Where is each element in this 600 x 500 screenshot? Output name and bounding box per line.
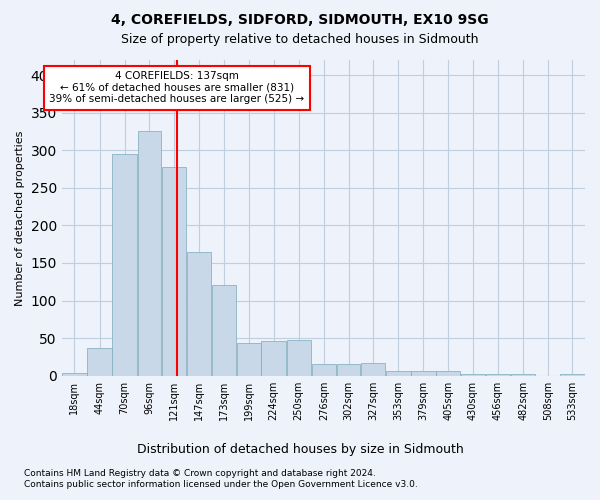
Text: Size of property relative to detached houses in Sidmouth: Size of property relative to detached ho… — [121, 32, 479, 46]
Bar — [486, 374, 510, 376]
Bar — [137, 132, 161, 376]
Y-axis label: Number of detached properties: Number of detached properties — [15, 130, 25, 306]
Bar — [162, 167, 186, 376]
Bar — [212, 285, 236, 376]
Bar — [287, 340, 311, 376]
Bar — [187, 252, 211, 376]
Bar — [436, 372, 460, 376]
Text: Distribution of detached houses by size in Sidmouth: Distribution of detached houses by size … — [137, 442, 463, 456]
Bar — [62, 373, 86, 376]
Bar — [237, 342, 260, 376]
Bar — [88, 348, 112, 376]
Text: Contains HM Land Registry data © Crown copyright and database right 2024.: Contains HM Land Registry data © Crown c… — [24, 468, 376, 477]
Bar — [112, 154, 137, 376]
Bar — [311, 364, 336, 376]
Text: 4, COREFIELDS, SIDFORD, SIDMOUTH, EX10 9SG: 4, COREFIELDS, SIDFORD, SIDMOUTH, EX10 9… — [111, 12, 489, 26]
Text: 4 COREFIELDS: 137sqm
← 61% of detached houses are smaller (831)
39% of semi-deta: 4 COREFIELDS: 137sqm ← 61% of detached h… — [49, 72, 304, 104]
Bar — [361, 363, 385, 376]
Bar — [412, 372, 436, 376]
Bar — [560, 374, 584, 376]
Bar — [386, 372, 410, 376]
Bar — [262, 341, 286, 376]
Bar — [461, 374, 485, 376]
Bar — [511, 374, 535, 376]
Text: Contains public sector information licensed under the Open Government Licence v3: Contains public sector information licen… — [24, 480, 418, 489]
Bar — [337, 364, 360, 376]
